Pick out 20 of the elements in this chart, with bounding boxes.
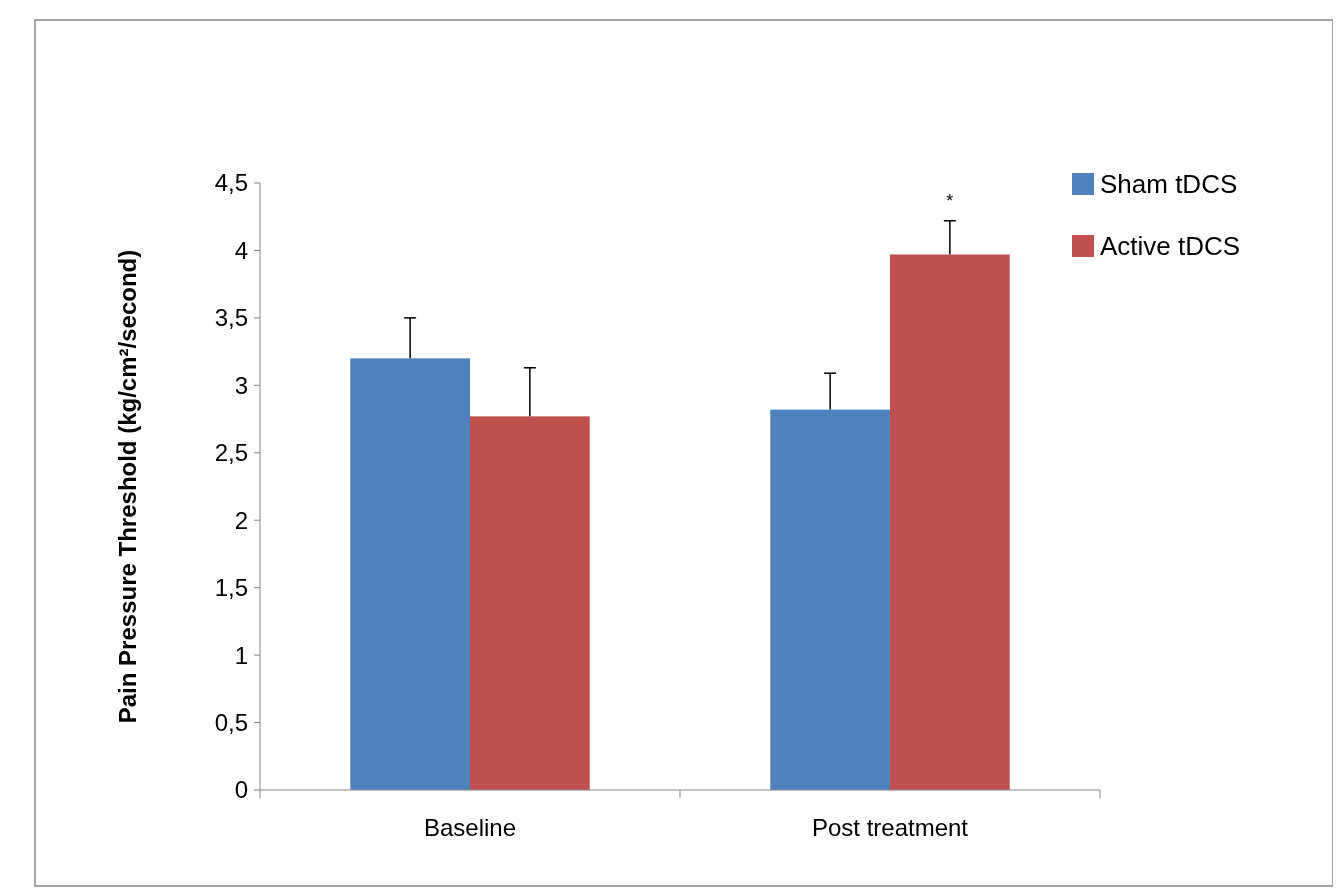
bar <box>350 358 470 790</box>
y-tick-label: 0 <box>234 776 248 804</box>
bar <box>770 409 890 790</box>
y-tick-label: 3,5 <box>214 304 248 332</box>
y-tick-label: 4,5 <box>214 169 248 197</box>
x-tick-label: Post treatment <box>811 814 969 841</box>
y-tick-label: 2,5 <box>214 439 248 467</box>
y-tick-label: 4 <box>234 236 248 264</box>
annotation: * <box>946 190 954 211</box>
x-tick-label: Baseline <box>423 814 517 841</box>
y-tick-label: 3 <box>234 371 248 399</box>
legend-label: Active tDCS <box>1100 231 1241 262</box>
y-tick-label: 1,5 <box>214 574 248 602</box>
y-axis-title: Pain Pressure Threshold (kg/cm²/second) <box>114 249 141 724</box>
y-tick-label: 2 <box>234 506 248 534</box>
y-tick-label: 0,5 <box>214 708 248 736</box>
legend-label: Sham tDCS <box>1100 169 1238 200</box>
bar <box>890 254 1010 790</box>
y-tick-label: 1 <box>234 641 248 669</box>
bar <box>470 416 590 790</box>
